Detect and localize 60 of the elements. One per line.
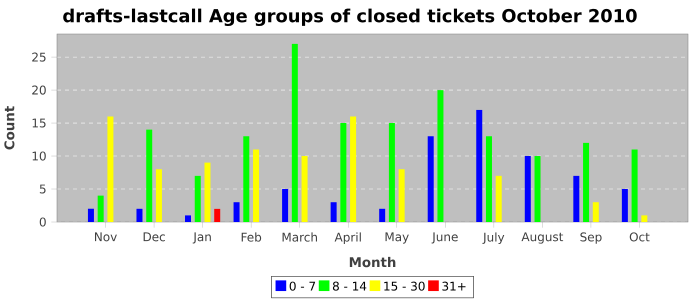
bar xyxy=(350,116,356,222)
legend-label: 15 - 30 xyxy=(384,282,425,291)
bar xyxy=(496,176,502,222)
bar xyxy=(534,156,541,222)
bar xyxy=(388,123,395,222)
x-tick-label: June xyxy=(432,232,458,244)
legend-label: 0 - 7 xyxy=(290,282,316,291)
bar xyxy=(379,208,386,222)
bar xyxy=(146,130,152,222)
bar xyxy=(302,156,308,222)
y-tick-label: 15 xyxy=(32,118,46,128)
x-tick-label: July xyxy=(482,232,504,244)
x-tick-label: May xyxy=(386,232,409,244)
bar xyxy=(194,176,201,222)
bar xyxy=(592,202,599,222)
bar xyxy=(156,169,162,222)
bar xyxy=(98,196,104,222)
x-axis-title: Month xyxy=(350,256,396,268)
bar xyxy=(214,208,220,222)
bar xyxy=(583,142,590,222)
y-tick-label: 0 xyxy=(40,217,46,227)
y-tick-label: 25 xyxy=(32,52,46,62)
bar xyxy=(622,189,628,222)
bar xyxy=(243,136,250,222)
chart-title: drafts-lastcall Age groups of closed tickets October 2010 xyxy=(63,8,637,26)
legend-label: 31+ xyxy=(442,282,466,291)
bar xyxy=(234,202,240,222)
x-tick-label: Jan xyxy=(192,232,211,244)
bar xyxy=(428,136,434,222)
bar xyxy=(185,215,192,222)
bar xyxy=(573,176,580,222)
x-tick-label: March xyxy=(282,232,317,242)
x-tick-label: Nov xyxy=(95,232,117,242)
bar xyxy=(107,116,114,222)
bar xyxy=(292,44,298,222)
bar xyxy=(136,208,142,222)
x-tick-label: Feb xyxy=(242,232,262,242)
x-tick-label: Oct xyxy=(630,232,650,242)
bar xyxy=(253,149,260,222)
bar xyxy=(340,123,346,222)
x-tick-label: Sep xyxy=(580,232,602,244)
x-tick-label: Dec xyxy=(144,232,165,242)
bar xyxy=(204,162,210,222)
legend-label: 8 - 14 xyxy=(332,282,366,291)
bar xyxy=(632,149,638,222)
y-tick-label: 20 xyxy=(32,86,46,95)
x-tick-label: April xyxy=(334,232,361,244)
bar xyxy=(486,136,492,222)
x-tick-label: August xyxy=(521,232,564,244)
bar xyxy=(282,189,288,222)
y-axis-title: Count xyxy=(4,106,14,150)
bar xyxy=(437,90,444,222)
y-tick-label: 5 xyxy=(40,184,46,194)
bar xyxy=(641,215,648,222)
bar xyxy=(524,156,531,222)
y-tick-label: 10 xyxy=(32,151,46,161)
bar xyxy=(476,110,482,222)
bar xyxy=(88,208,94,222)
bar xyxy=(330,202,337,222)
bar xyxy=(398,169,405,222)
